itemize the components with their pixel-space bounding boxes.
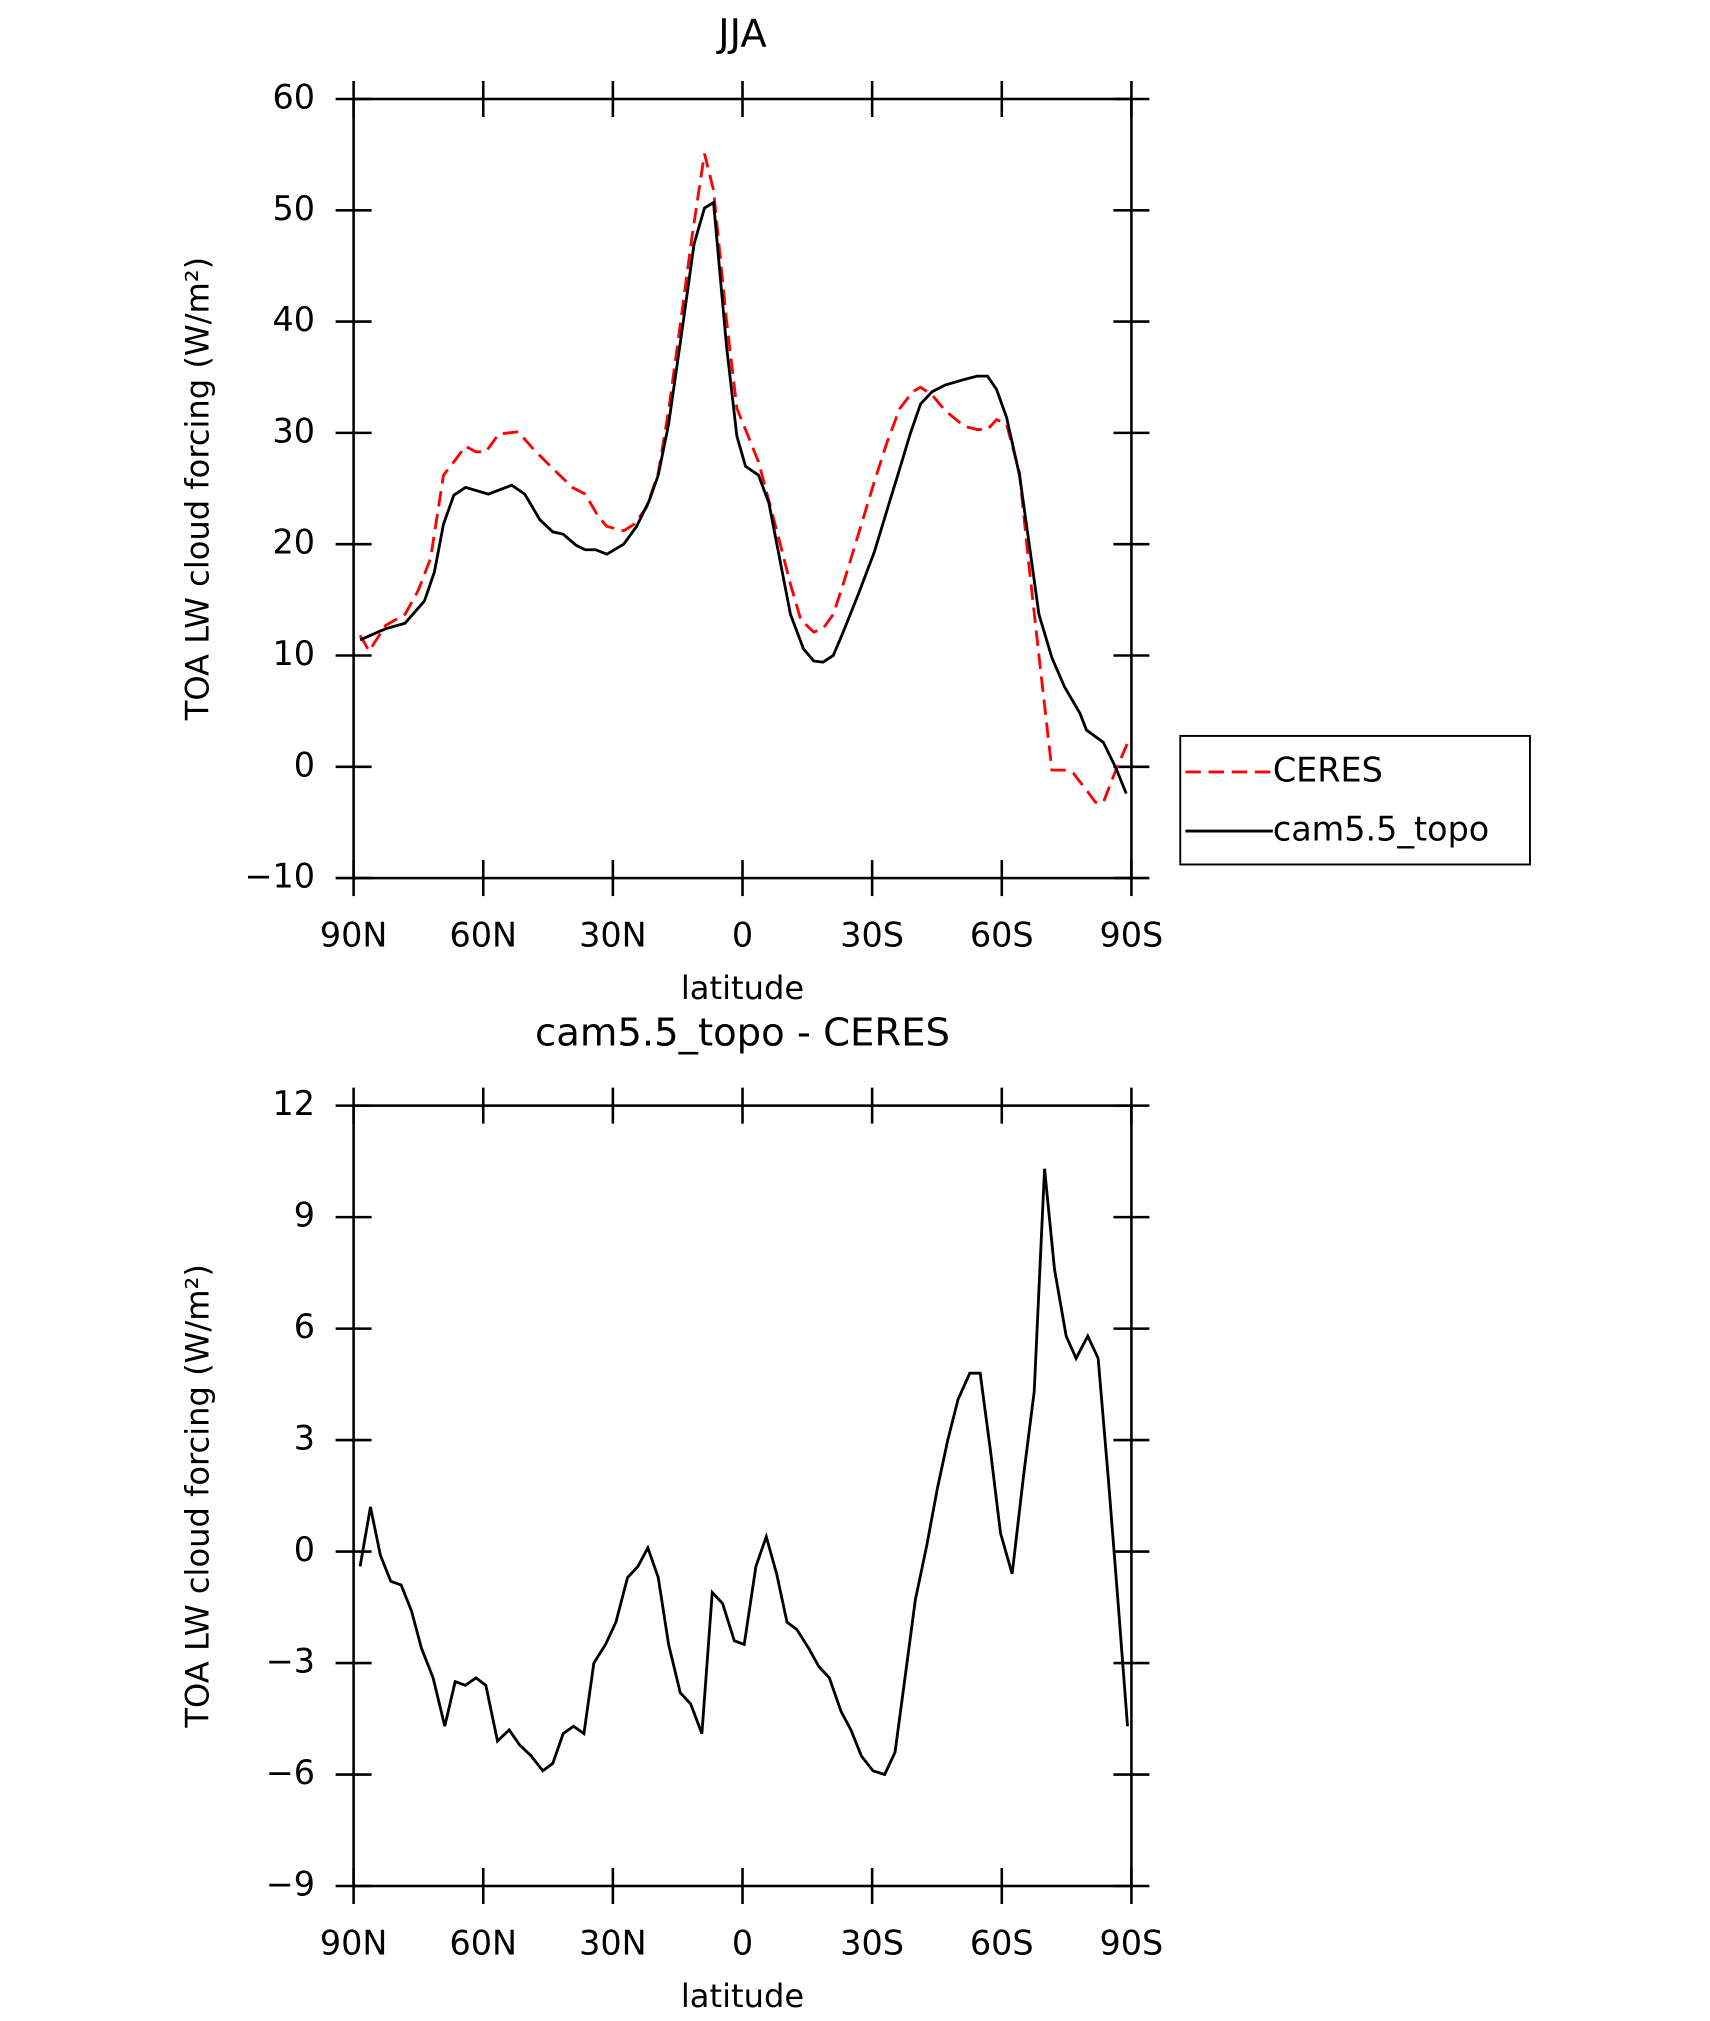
- legend-box: [1179, 734, 1531, 866]
- x-tick-label: 60N: [449, 916, 517, 955]
- x-tick-label: 90S: [1100, 916, 1164, 955]
- y-tick-label: 9: [294, 1196, 315, 1235]
- y-axis-label: TOA LW cloud forcing (W/m²): [178, 1264, 216, 1729]
- x-axis-label: latitude: [681, 1977, 804, 2015]
- plot-frame: [352, 1104, 1133, 1888]
- y-tick-label: 6: [294, 1307, 315, 1346]
- x-tick-label: 60N: [449, 1924, 517, 1963]
- x-tick-label: 30N: [579, 1924, 647, 1963]
- y-tick-label: −9: [266, 1865, 315, 1904]
- x-tick-label: 90N: [320, 1924, 388, 1963]
- y-axis-label: TOA LW cloud forcing (W/m²): [178, 257, 216, 722]
- plot: cam5.5_topo - CERES −9 −6 −3 0 3 6 9 12 90N 60N 30N…: [178, 1010, 1163, 2014]
- y-tick-label: 0: [294, 745, 315, 784]
- data-line: [358, 1168, 1129, 1777]
- y-tick-label: 60: [273, 77, 316, 116]
- y-tick-label: 40: [273, 300, 316, 339]
- y-tick-label: 50: [273, 189, 316, 228]
- y-tick-label: −3: [266, 1642, 315, 1681]
- x-tick-label: 60S: [970, 916, 1034, 955]
- x-tick-label: 30S: [840, 916, 904, 955]
- y-tick-label: −6: [266, 1753, 315, 1792]
- y-tick-label: 20: [273, 523, 316, 562]
- chart-title: JJA: [716, 11, 767, 56]
- x-tick-label: 0: [732, 916, 753, 955]
- chart-title: cam5.5_topo - CERES: [535, 1010, 950, 1055]
- y-tick-label: 0: [294, 1530, 315, 1569]
- y-tick-label: 30: [273, 411, 316, 450]
- data-line: [358, 153, 1131, 804]
- data-line: [359, 200, 1128, 795]
- x-tick-label: 90S: [1100, 1924, 1164, 1963]
- x-tick-label: 30S: [840, 1924, 904, 1963]
- x-tick-label: 0: [732, 1924, 753, 1963]
- y-tick-label: −10: [245, 857, 316, 896]
- y-tick-label: 12: [273, 1084, 316, 1123]
- x-tick-label: 90N: [320, 916, 388, 955]
- legend-label: cam5.5_topo: [1273, 810, 1489, 849]
- x-tick-label: 30N: [579, 916, 647, 955]
- legend-label: CERES: [1273, 750, 1383, 789]
- plot: JJA −10 0 10 20 30 40 50 60 90N 60N 30N 0 30S 60S 90S la…: [178, 11, 1531, 1007]
- y-tick-label: 3: [294, 1419, 315, 1458]
- x-tick-label: 60S: [970, 1924, 1034, 1963]
- x-axis-label: latitude: [681, 969, 804, 1007]
- y-tick-label: 10: [273, 634, 316, 673]
